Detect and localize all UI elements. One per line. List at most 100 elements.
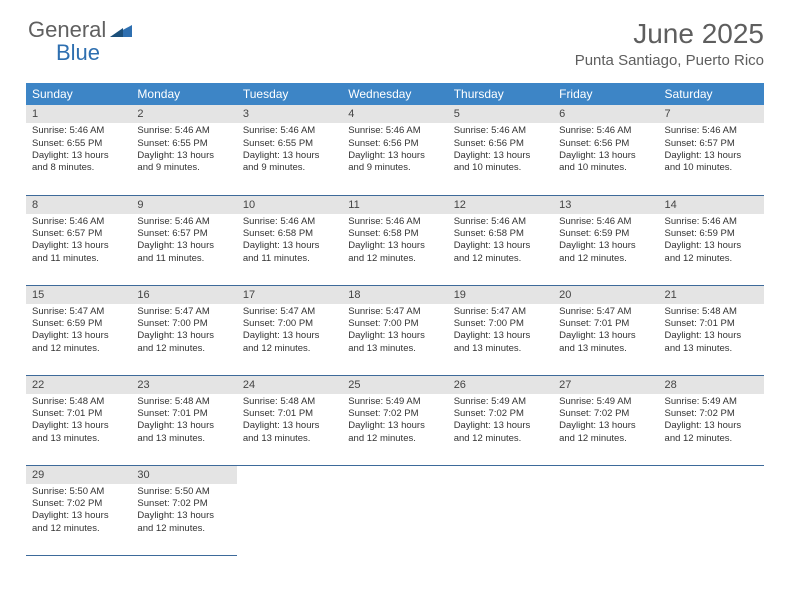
day-number: 13 xyxy=(553,196,658,214)
day-line-ss: Sunset: 6:58 PM xyxy=(454,228,547,240)
day-line-d2: and 12 minutes. xyxy=(137,523,230,535)
day-line-ss: Sunset: 6:57 PM xyxy=(32,228,125,240)
calendar-day-cell: 17Sunrise: 5:47 AMSunset: 7:00 PMDayligh… xyxy=(237,285,342,375)
day-line-d1: Daylight: 13 hours xyxy=(348,150,441,162)
day-number: 12 xyxy=(448,196,553,214)
day-line-d2: and 12 minutes. xyxy=(559,433,652,445)
day-details: Sunrise: 5:46 AMSunset: 6:55 PMDaylight:… xyxy=(237,123,342,178)
day-details: Sunrise: 5:50 AMSunset: 7:02 PMDaylight:… xyxy=(26,484,131,539)
day-number: 28 xyxy=(659,376,764,394)
calendar-day-cell: 21Sunrise: 5:48 AMSunset: 7:01 PMDayligh… xyxy=(659,285,764,375)
logo-triangle-icon xyxy=(110,18,132,41)
day-number: 15 xyxy=(26,286,131,304)
day-line-d2: and 10 minutes. xyxy=(665,162,758,174)
day-line-d2: and 11 minutes. xyxy=(243,253,336,265)
day-number: 27 xyxy=(553,376,658,394)
day-line-d2: and 9 minutes. xyxy=(348,162,441,174)
day-line-sr: Sunrise: 5:46 AM xyxy=(32,125,125,137)
day-line-d1: Daylight: 13 hours xyxy=(32,510,125,522)
day-number: 17 xyxy=(237,286,342,304)
day-line-ss: Sunset: 7:01 PM xyxy=(137,408,230,420)
weekday-header: Monday xyxy=(131,83,236,105)
day-details: Sunrise: 5:46 AMSunset: 6:57 PMDaylight:… xyxy=(659,123,764,178)
day-line-ss: Sunset: 7:01 PM xyxy=(665,318,758,330)
day-line-sr: Sunrise: 5:46 AM xyxy=(454,216,547,228)
calendar-table: Sunday Monday Tuesday Wednesday Thursday… xyxy=(26,83,764,556)
brand-part2: Blue xyxy=(28,40,100,65)
calendar-day-cell: 7Sunrise: 5:46 AMSunset: 6:57 PMDaylight… xyxy=(659,105,764,195)
day-line-ss: Sunset: 6:58 PM xyxy=(348,228,441,240)
day-line-d2: and 11 minutes. xyxy=(137,253,230,265)
calendar-day-cell: 25Sunrise: 5:49 AMSunset: 7:02 PMDayligh… xyxy=(342,375,447,465)
day-number: 9 xyxy=(131,196,236,214)
day-line-ss: Sunset: 6:59 PM xyxy=(32,318,125,330)
day-line-d1: Daylight: 13 hours xyxy=(348,240,441,252)
day-line-sr: Sunrise: 5:46 AM xyxy=(454,125,547,137)
brand-logo: GeneralBlue xyxy=(28,18,132,64)
day-line-sr: Sunrise: 5:46 AM xyxy=(348,216,441,228)
day-line-sr: Sunrise: 5:46 AM xyxy=(243,216,336,228)
brand-part1: General xyxy=(28,17,106,42)
day-line-d1: Daylight: 13 hours xyxy=(665,420,758,432)
day-line-ss: Sunset: 7:01 PM xyxy=(243,408,336,420)
calendar-day-cell: 4Sunrise: 5:46 AMSunset: 6:56 PMDaylight… xyxy=(342,105,447,195)
day-line-sr: Sunrise: 5:47 AM xyxy=(32,306,125,318)
day-line-sr: Sunrise: 5:47 AM xyxy=(137,306,230,318)
day-line-sr: Sunrise: 5:46 AM xyxy=(243,125,336,137)
day-line-d2: and 12 minutes. xyxy=(32,343,125,355)
day-line-sr: Sunrise: 5:46 AM xyxy=(665,216,758,228)
weekday-header: Thursday xyxy=(448,83,553,105)
day-line-sr: Sunrise: 5:46 AM xyxy=(559,216,652,228)
day-line-d1: Daylight: 13 hours xyxy=(665,240,758,252)
calendar-day-cell: 2Sunrise: 5:46 AMSunset: 6:55 PMDaylight… xyxy=(131,105,236,195)
day-number: 6 xyxy=(553,105,658,123)
day-number: 23 xyxy=(131,376,236,394)
calendar-day-cell: 19Sunrise: 5:47 AMSunset: 7:00 PMDayligh… xyxy=(448,285,553,375)
day-line-sr: Sunrise: 5:48 AM xyxy=(32,396,125,408)
day-details: Sunrise: 5:48 AMSunset: 7:01 PMDaylight:… xyxy=(237,394,342,449)
day-number: 18 xyxy=(342,286,447,304)
day-line-ss: Sunset: 6:57 PM xyxy=(137,228,230,240)
day-number: 14 xyxy=(659,196,764,214)
day-line-ss: Sunset: 6:57 PM xyxy=(665,138,758,150)
day-line-ss: Sunset: 6:56 PM xyxy=(348,138,441,150)
day-line-ss: Sunset: 7:00 PM xyxy=(454,318,547,330)
day-line-d2: and 13 minutes. xyxy=(559,343,652,355)
day-line-d1: Daylight: 13 hours xyxy=(243,420,336,432)
day-details: Sunrise: 5:46 AMSunset: 6:56 PMDaylight:… xyxy=(553,123,658,178)
day-line-d1: Daylight: 13 hours xyxy=(559,330,652,342)
day-line-d1: Daylight: 13 hours xyxy=(559,150,652,162)
calendar-day-cell: 5Sunrise: 5:46 AMSunset: 6:56 PMDaylight… xyxy=(448,105,553,195)
day-line-ss: Sunset: 7:02 PM xyxy=(348,408,441,420)
day-line-sr: Sunrise: 5:47 AM xyxy=(559,306,652,318)
day-line-ss: Sunset: 7:00 PM xyxy=(348,318,441,330)
calendar-day-cell: 30Sunrise: 5:50 AMSunset: 7:02 PMDayligh… xyxy=(131,465,236,555)
day-number: 7 xyxy=(659,105,764,123)
day-details: Sunrise: 5:46 AMSunset: 6:56 PMDaylight:… xyxy=(448,123,553,178)
day-line-ss: Sunset: 7:02 PM xyxy=(665,408,758,420)
day-line-d2: and 10 minutes. xyxy=(454,162,547,174)
day-line-sr: Sunrise: 5:46 AM xyxy=(32,216,125,228)
day-number: 20 xyxy=(553,286,658,304)
day-line-d2: and 13 minutes. xyxy=(32,433,125,445)
day-details: Sunrise: 5:49 AMSunset: 7:02 PMDaylight:… xyxy=(342,394,447,449)
day-line-d1: Daylight: 13 hours xyxy=(137,420,230,432)
day-line-ss: Sunset: 7:02 PM xyxy=(454,408,547,420)
calendar-week-row: 22Sunrise: 5:48 AMSunset: 7:01 PMDayligh… xyxy=(26,375,764,465)
calendar-day-cell: 24Sunrise: 5:48 AMSunset: 7:01 PMDayligh… xyxy=(237,375,342,465)
calendar-day-cell xyxy=(448,465,553,555)
day-number: 1 xyxy=(26,105,131,123)
calendar-day-cell: 3Sunrise: 5:46 AMSunset: 6:55 PMDaylight… xyxy=(237,105,342,195)
day-details: Sunrise: 5:47 AMSunset: 7:00 PMDaylight:… xyxy=(342,304,447,359)
day-line-d2: and 11 minutes. xyxy=(32,253,125,265)
day-line-sr: Sunrise: 5:46 AM xyxy=(348,125,441,137)
calendar-day-cell: 28Sunrise: 5:49 AMSunset: 7:02 PMDayligh… xyxy=(659,375,764,465)
page-header: GeneralBlue June 2025 Punta Santiago, Pu… xyxy=(0,0,792,75)
day-line-sr: Sunrise: 5:48 AM xyxy=(243,396,336,408)
day-line-d1: Daylight: 13 hours xyxy=(454,240,547,252)
day-number: 11 xyxy=(342,196,447,214)
day-number: 5 xyxy=(448,105,553,123)
day-line-ss: Sunset: 6:56 PM xyxy=(559,138,652,150)
day-number: 10 xyxy=(237,196,342,214)
day-line-sr: Sunrise: 5:47 AM xyxy=(348,306,441,318)
